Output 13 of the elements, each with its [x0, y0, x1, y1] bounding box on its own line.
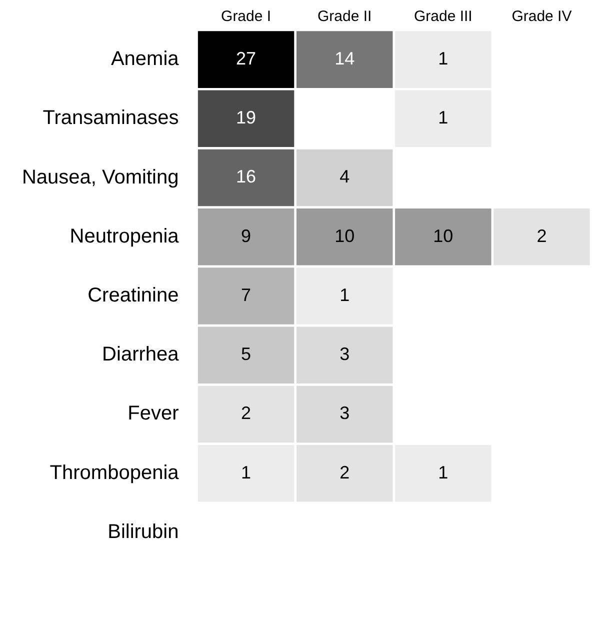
y-tick-label: Neutropenia [70, 225, 180, 248]
y-tick-label: Nausea, Vomiting [22, 166, 179, 188]
y-tick-label: Creatinine [88, 284, 179, 307]
y-tick-label: Diarrhea [102, 344, 180, 366]
y-tick-label: Anemia [110, 48, 180, 70]
y-tick-label: Fever [128, 402, 180, 425]
y-tick-label: Bilirubin [108, 520, 179, 543]
y-tick-label: Transaminases [42, 107, 179, 130]
x-tick-label: Grade I [221, 8, 272, 26]
x-tick-label: Grade IV [512, 8, 572, 26]
y-tick-label: Thrombopenia [50, 462, 180, 484]
x-tick-label: Grade III [414, 8, 472, 26]
x-tick-label: Grade II [317, 8, 372, 26]
